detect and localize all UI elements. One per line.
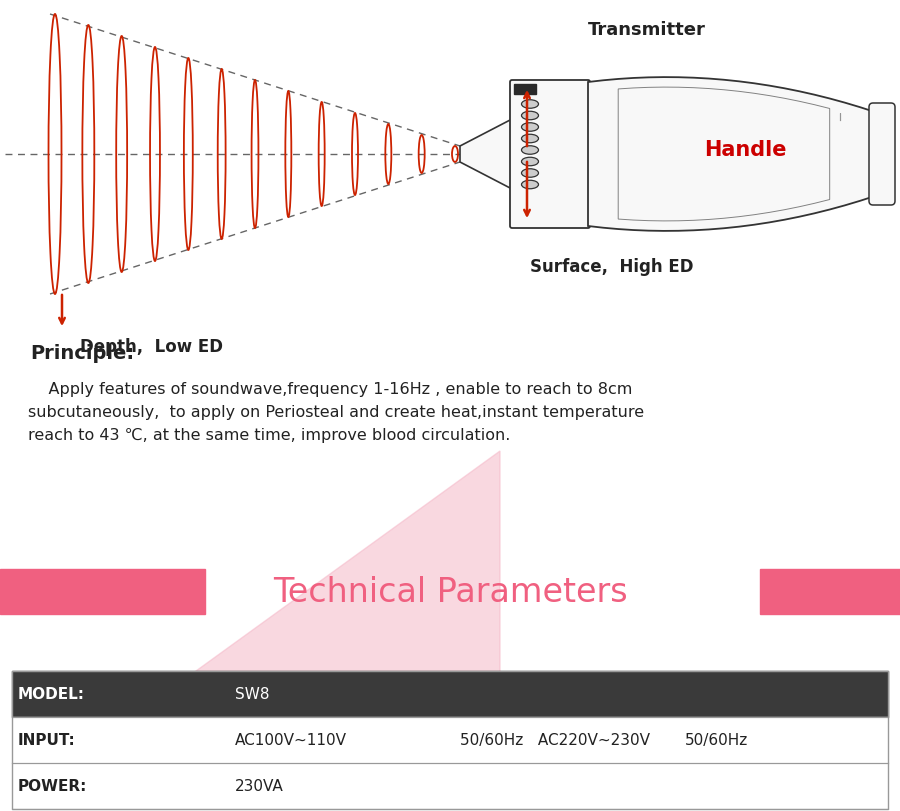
Bar bbox=[12, 763, 888, 809]
Text: AC100V~110V: AC100V~110V bbox=[235, 732, 347, 748]
Text: Handle: Handle bbox=[705, 139, 788, 160]
Bar bbox=[514, 85, 536, 95]
Text: Apply features of soundwave,frequency 1-16Hz , enable to reach to 8cm
subcutaneo: Apply features of soundwave,frequency 1-… bbox=[28, 381, 644, 442]
Bar bbox=[12, 672, 888, 717]
Ellipse shape bbox=[521, 123, 538, 132]
Polygon shape bbox=[460, 120, 512, 190]
FancyBboxPatch shape bbox=[510, 81, 590, 229]
Ellipse shape bbox=[521, 147, 538, 155]
Ellipse shape bbox=[521, 158, 538, 166]
Polygon shape bbox=[588, 78, 875, 232]
FancyBboxPatch shape bbox=[869, 104, 895, 206]
Text: POWER:: POWER: bbox=[18, 779, 87, 793]
Ellipse shape bbox=[521, 135, 538, 144]
Ellipse shape bbox=[521, 169, 538, 178]
Bar bbox=[0, 569, 205, 614]
Text: Transmitter: Transmitter bbox=[588, 21, 706, 39]
Ellipse shape bbox=[521, 181, 538, 190]
Bar bbox=[760, 569, 900, 614]
Text: INPUT:: INPUT: bbox=[18, 732, 76, 748]
Text: SW8: SW8 bbox=[235, 687, 269, 702]
Text: Surface,  High ED: Surface, High ED bbox=[530, 258, 694, 276]
Ellipse shape bbox=[521, 101, 538, 109]
Text: 50/60Hz: 50/60Hz bbox=[685, 732, 748, 748]
Text: 50/60Hz   AC220V~230V: 50/60Hz AC220V~230V bbox=[460, 732, 650, 748]
Text: Technical Parameters: Technical Parameters bbox=[273, 575, 627, 608]
Text: Depth,  Low ED: Depth, Low ED bbox=[80, 337, 223, 355]
Ellipse shape bbox=[521, 112, 538, 121]
Polygon shape bbox=[120, 452, 500, 726]
Text: MODEL:: MODEL: bbox=[18, 687, 85, 702]
Text: 230VA: 230VA bbox=[235, 779, 284, 793]
Bar bbox=[12, 672, 888, 809]
Text: Principle:: Principle: bbox=[30, 344, 134, 363]
Bar bbox=[12, 717, 888, 763]
